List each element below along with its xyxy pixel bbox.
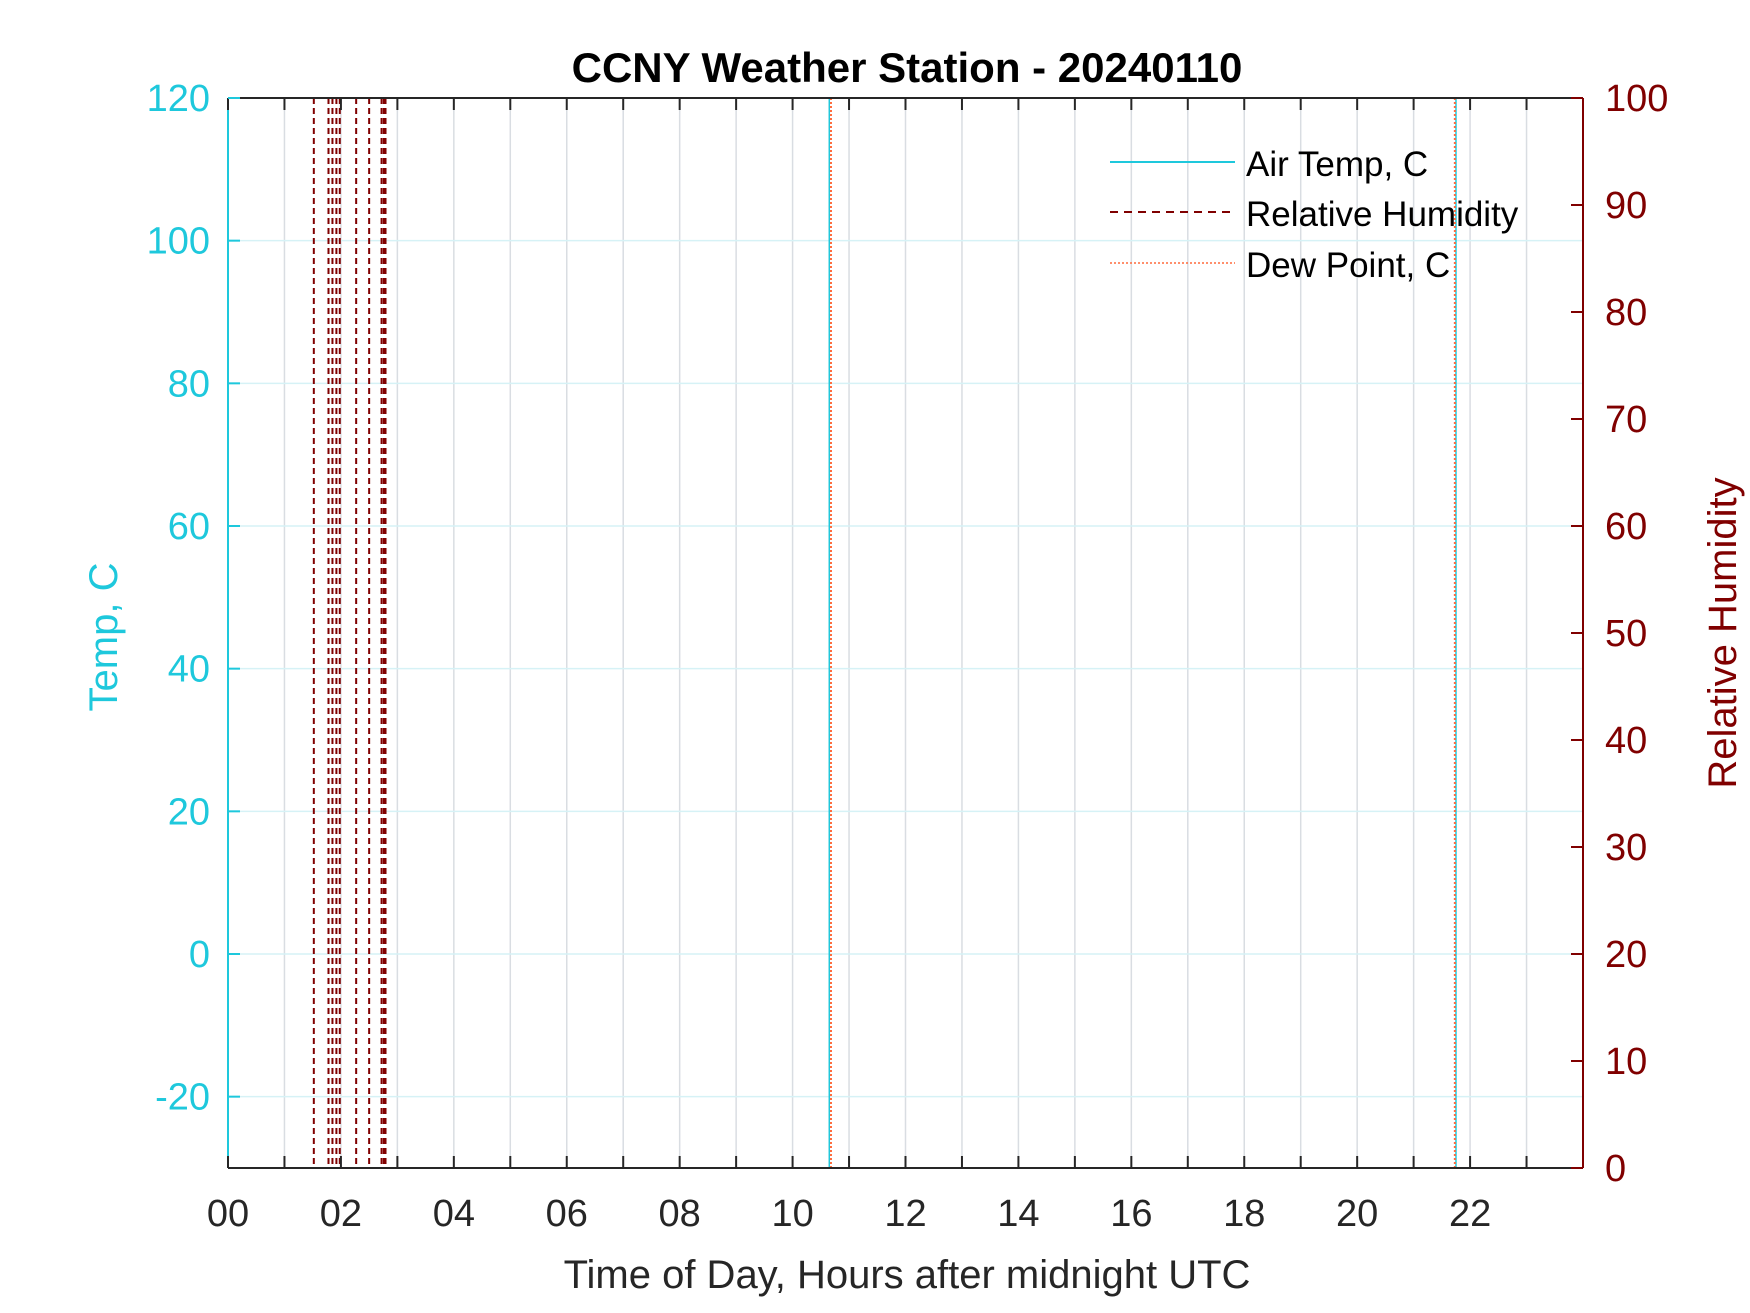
y-left-tick-label: 120 [147,78,210,120]
y-left-tick-label: -20 [155,1077,210,1119]
series-layer [312,98,1457,1168]
legend-label-air-temp: Air Temp, C [1246,145,1428,184]
y-left-axis-label: Temp, C [82,563,126,712]
x-tick-label: 02 [320,1193,362,1235]
y-left-tick-label: 60 [168,506,210,548]
x-tick-label: 00 [207,1193,249,1235]
y-right-tick-label: 20 [1605,934,1647,976]
legend-label-dew-point: Dew Point, C [1246,246,1450,285]
y-right-axis-label: Relative Humidity [1701,477,1745,788]
y-right-tick-label: 40 [1605,720,1647,762]
x-tick-label: 18 [1223,1193,1265,1235]
x-tick-label: 22 [1449,1193,1491,1235]
y-left-tick-label: 100 [147,221,210,263]
y-left-tick-label: 40 [168,649,210,691]
x-tick-label: 14 [997,1193,1039,1235]
y-left-tick-label: 20 [168,791,210,833]
y-right-tick-label: 50 [1605,613,1647,655]
x-tick-label: 04 [433,1193,475,1235]
y-left-tick-label: 80 [168,363,210,405]
ticks-layer: 00 02 04 06 08 10 12 14 16 18 20 22-200204060801001… [147,78,1669,1235]
y-right-tick-label: 0 [1605,1148,1626,1190]
y-left-tick-label: 0 [189,934,210,976]
x-tick-label: 20 [1336,1193,1378,1235]
x-axis-label: Time of Day, Hours after midnight UTC [564,1253,1251,1297]
x-tick-label: 06 [546,1193,588,1235]
chart-title: CCNY Weather Station - 20240110 [572,44,1243,91]
y-right-tick-label: 90 [1605,185,1647,227]
legend: Air Temp, C Relative Humidity Dew Point,… [1110,145,1519,285]
x-tick-label: 08 [659,1193,701,1235]
x-tick-label: 10 [771,1193,813,1235]
y-right-tick-label: 30 [1605,827,1647,869]
y-right-tick-label: 80 [1605,292,1647,334]
grid-layer [228,97,1583,1168]
y-right-tick-label: 60 [1605,506,1647,548]
y-right-tick-label: 100 [1605,78,1668,120]
legend-label-relative-humidity: Relative Humidity [1246,195,1519,234]
x-tick-label: 12 [884,1193,926,1235]
y-right-tick-label: 10 [1605,1041,1647,1083]
x-tick-label: 16 [1110,1193,1152,1235]
y-right-tick-label: 70 [1605,399,1647,441]
